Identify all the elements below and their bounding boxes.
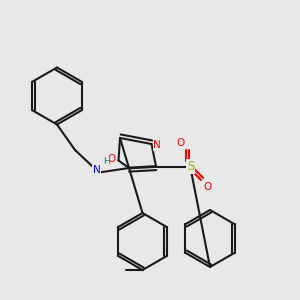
Text: O: O: [176, 137, 185, 148]
Text: N: N: [153, 140, 161, 151]
Text: O: O: [203, 182, 211, 193]
Text: O: O: [107, 154, 115, 164]
Text: S: S: [187, 160, 194, 173]
Text: H: H: [103, 158, 110, 166]
Text: N: N: [93, 165, 101, 175]
